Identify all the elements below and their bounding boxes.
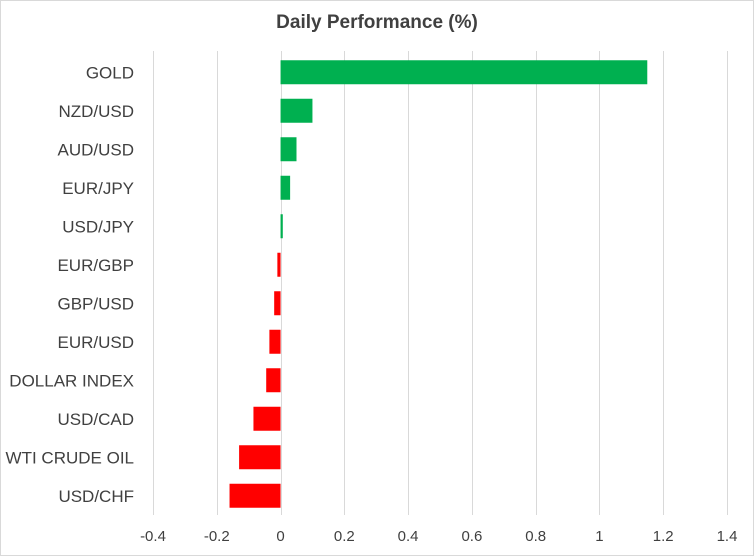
bar bbox=[280, 98, 313, 123]
x-tick-label: 1 bbox=[595, 528, 603, 545]
bar bbox=[229, 483, 281, 508]
x-tick-label: 0.8 bbox=[525, 528, 546, 545]
bar bbox=[253, 406, 281, 431]
category-label: EUR/USD bbox=[57, 333, 134, 352]
category-label: DOLLAR INDEX bbox=[9, 371, 134, 390]
category-label: USD/JPY bbox=[62, 217, 134, 236]
x-tick-label: 0.2 bbox=[334, 528, 355, 545]
chart-title: Daily Performance (%) bbox=[276, 12, 478, 33]
bar bbox=[269, 329, 281, 354]
x-tick-label: -0.4 bbox=[140, 528, 166, 545]
bar bbox=[274, 291, 281, 316]
category-label: GOLD bbox=[86, 63, 134, 82]
bar bbox=[277, 252, 281, 277]
category-label: AUD/USD bbox=[57, 140, 134, 159]
category-label: NZD/USD bbox=[58, 102, 134, 121]
bar bbox=[280, 137, 297, 162]
bar bbox=[239, 445, 281, 470]
x-tick-label: 1.4 bbox=[717, 528, 738, 545]
category-label: EUR/GBP bbox=[57, 256, 134, 275]
x-tick-label: 1.2 bbox=[653, 528, 674, 545]
x-tick-label: -0.2 bbox=[204, 528, 230, 545]
x-tick-label: 0 bbox=[276, 528, 284, 545]
x-tick-label: 0.4 bbox=[398, 528, 419, 545]
category-label: GBP/USD bbox=[57, 294, 134, 313]
category-label: EUR/JPY bbox=[62, 179, 134, 198]
category-label: USD/CAD bbox=[57, 410, 134, 429]
bar bbox=[280, 175, 291, 200]
bar bbox=[280, 60, 648, 85]
bar bbox=[266, 368, 281, 393]
x-tick-label: 0.6 bbox=[461, 528, 482, 545]
category-label: USD/CHF bbox=[58, 487, 134, 506]
bar bbox=[280, 214, 283, 239]
category-label: WTI CRUDE OIL bbox=[6, 448, 134, 467]
